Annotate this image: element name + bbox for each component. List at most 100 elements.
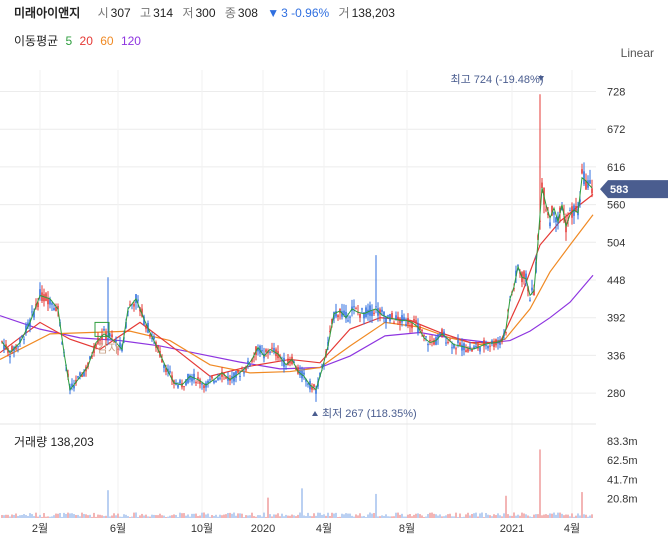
candle-body xyxy=(151,337,153,339)
volume-bar xyxy=(587,516,589,518)
volume-bar xyxy=(377,516,379,518)
volume-bar xyxy=(341,513,343,518)
volume-bar xyxy=(305,516,307,518)
volume-bar xyxy=(75,515,77,518)
candle-body xyxy=(467,348,469,352)
volume-bar xyxy=(545,514,547,518)
volume-bar xyxy=(453,516,455,518)
candle-body xyxy=(373,312,375,314)
candle-body xyxy=(401,315,403,323)
volume-bar xyxy=(139,515,141,518)
volume-bar xyxy=(265,516,267,518)
volume-bar xyxy=(145,514,147,518)
candle-body xyxy=(249,364,251,366)
low-annotation: 최저 267 (118.35%) xyxy=(322,407,417,420)
change-down-icon: ▼ xyxy=(267,6,280,20)
volume-bar xyxy=(9,516,11,518)
candle-body xyxy=(529,299,531,301)
volume-bar xyxy=(253,516,255,518)
candle-body xyxy=(37,302,39,308)
event-marker-box xyxy=(94,321,110,337)
volume-bar xyxy=(423,516,425,518)
scale-mode-button[interactable]: Linear xyxy=(620,46,654,60)
candle-body xyxy=(387,315,389,317)
volume-bar xyxy=(343,514,345,518)
volume-bar xyxy=(495,515,497,518)
volume-bar xyxy=(109,516,111,518)
candle-body xyxy=(257,348,259,352)
volume-bar xyxy=(19,515,21,518)
volume-bar xyxy=(503,513,505,518)
candle-body xyxy=(321,365,323,367)
time-tick-label: 10월 xyxy=(191,522,213,535)
volume-bar xyxy=(529,516,531,518)
candle-body xyxy=(311,386,313,390)
time-tick-label: 2월 xyxy=(32,522,48,535)
volume-bar xyxy=(105,515,107,518)
candle-body xyxy=(49,298,51,305)
volume-bar xyxy=(299,512,301,518)
candle-body xyxy=(379,309,381,315)
candle-body xyxy=(91,355,93,357)
time-tick-label: 4월 xyxy=(564,522,580,535)
candle-body xyxy=(389,314,391,321)
volume-bar xyxy=(535,514,537,518)
candle-body xyxy=(39,289,41,297)
candle-body xyxy=(51,303,53,305)
candle-body xyxy=(355,308,357,310)
candle-body xyxy=(23,339,25,341)
volume-bar xyxy=(331,512,333,518)
candle-body xyxy=(395,315,397,320)
candle-body xyxy=(459,342,461,347)
candle-body xyxy=(307,383,309,385)
candle-body xyxy=(555,217,557,223)
candle-body xyxy=(261,350,263,352)
volume-bar xyxy=(337,517,339,518)
volume-bar xyxy=(39,514,41,518)
volume-bar xyxy=(365,517,367,518)
volume-bar xyxy=(563,515,565,518)
volume-bar xyxy=(73,514,75,518)
ma-120-line xyxy=(0,274,594,370)
volume-bar xyxy=(539,449,541,518)
volume-bar xyxy=(407,514,409,518)
candle-body xyxy=(109,334,111,336)
volume-bar xyxy=(395,512,397,518)
candle-body xyxy=(363,312,365,319)
volume-bar xyxy=(147,516,149,518)
volume-bar xyxy=(179,512,181,518)
volume-bar xyxy=(349,513,351,518)
moving-average-legend[interactable]: 이동평균 5 20 60 120 xyxy=(14,32,145,49)
volume-bar xyxy=(345,513,347,518)
candle-body xyxy=(221,371,223,377)
volume-bar xyxy=(165,516,167,518)
volume-bar xyxy=(531,516,533,518)
volume-bar xyxy=(41,516,43,518)
volume-bar xyxy=(171,515,173,518)
candle-body xyxy=(583,171,585,185)
ma-60-line xyxy=(0,214,594,374)
high-label: 고 xyxy=(140,6,152,20)
low-label: 저 xyxy=(182,6,194,20)
volume-bar xyxy=(375,493,377,518)
volume-bar xyxy=(569,516,571,518)
candle-body xyxy=(323,364,325,366)
volume-bar xyxy=(517,514,519,518)
volume-bar xyxy=(225,514,227,518)
volume-bar xyxy=(383,515,385,518)
volume-bar xyxy=(267,497,269,518)
volume-bar xyxy=(235,515,237,518)
volume-bar xyxy=(497,513,499,518)
ma-5: 5 xyxy=(65,34,73,48)
candle-body xyxy=(561,206,563,210)
candle-body xyxy=(191,377,193,382)
candle-body xyxy=(237,370,239,373)
volume-bar xyxy=(335,512,337,518)
candle-body xyxy=(177,385,179,388)
candle-body xyxy=(331,318,333,325)
volume-bar xyxy=(203,512,205,518)
volume-bar xyxy=(279,516,281,518)
volume-bar xyxy=(463,516,465,518)
volume-bar xyxy=(511,515,513,518)
